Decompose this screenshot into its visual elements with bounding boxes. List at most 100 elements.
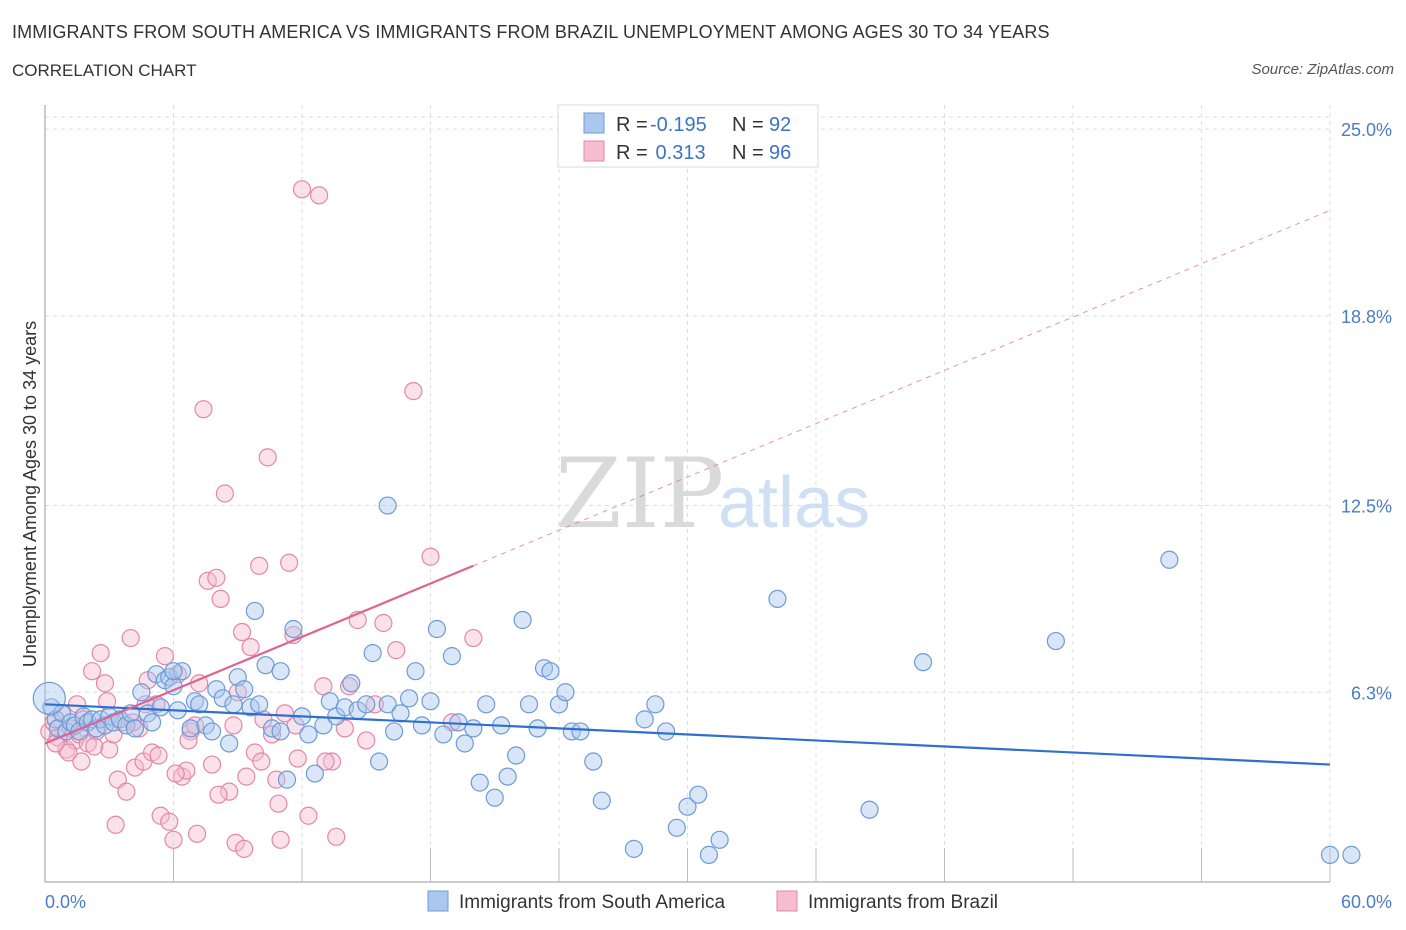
south-america-point-cluster bbox=[32, 681, 66, 715]
south-america-point bbox=[624, 839, 644, 858]
watermark-zip: ZIP bbox=[555, 438, 724, 550]
south-america-point bbox=[913, 653, 933, 672]
south-america-point bbox=[224, 695, 243, 714]
brazil-point bbox=[421, 547, 440, 566]
south-america-point bbox=[699, 845, 719, 864]
south-america-point bbox=[689, 785, 708, 804]
brazil-point bbox=[404, 382, 423, 401]
bottom-legend-label-brazil: Immigrants from Brazil bbox=[808, 892, 998, 913]
brazil-point bbox=[160, 812, 179, 831]
series-legend: Immigrants from South America Immigrants… bbox=[427, 890, 998, 913]
south-america-point bbox=[299, 725, 318, 744]
brazil-point bbox=[357, 731, 376, 750]
legend-n-label-2: N = bbox=[732, 142, 764, 164]
south-america-point bbox=[646, 695, 665, 714]
south-america-point bbox=[151, 698, 170, 717]
y-tick-label: 6.3% bbox=[1351, 683, 1392, 703]
brazil-point bbox=[316, 752, 335, 771]
south-america-point bbox=[164, 662, 183, 681]
south-america-point bbox=[271, 662, 290, 681]
south-america-point bbox=[220, 734, 239, 753]
legend-n-value-2: 96 bbox=[769, 142, 791, 164]
south-america-point bbox=[477, 695, 496, 714]
brazil-point bbox=[207, 568, 226, 587]
brazil-point bbox=[155, 647, 175, 666]
south-america-point bbox=[541, 662, 560, 681]
south-america-point bbox=[245, 601, 264, 621]
brazil-point bbox=[98, 692, 117, 711]
brazil-point bbox=[250, 556, 269, 575]
south-america-point bbox=[427, 619, 447, 639]
x-tick-label-min: 0.0% bbox=[45, 892, 86, 912]
brazil-trend-line bbox=[44, 564, 474, 745]
brazil-point bbox=[117, 782, 136, 801]
south-america-point bbox=[271, 722, 290, 741]
south-america-point bbox=[455, 734, 474, 753]
south-america-point bbox=[213, 689, 232, 708]
brazil-point bbox=[224, 716, 243, 735]
source-label: Source: ZipAtlas.com bbox=[1251, 61, 1394, 78]
south-america-point bbox=[42, 698, 61, 717]
south-america-point bbox=[378, 496, 397, 515]
x-ticks bbox=[173, 848, 1331, 882]
south-america-point bbox=[584, 752, 603, 771]
south-america-point bbox=[1046, 631, 1065, 651]
series-south-america-points bbox=[32, 496, 1361, 864]
brazil-point bbox=[280, 553, 299, 572]
chart-title: IMMIGRANTS FROM SOUTH AMERICA VS IMMIGRA… bbox=[12, 22, 1050, 42]
south-america-point bbox=[860, 800, 879, 819]
brazil-point bbox=[299, 806, 318, 825]
brazil-point bbox=[322, 752, 342, 771]
south-america-point bbox=[235, 680, 254, 699]
brazil-point bbox=[95, 674, 115, 693]
legend-r-value-1: -0.195 bbox=[650, 114, 707, 136]
south-america-point bbox=[363, 644, 382, 663]
south-america-point bbox=[442, 647, 462, 666]
brazil-point bbox=[387, 641, 406, 660]
y-tick-labels: 6.3% 12.5% 18.8% 25.0% bbox=[1341, 120, 1392, 703]
legend-n-value-1: 92 bbox=[769, 114, 791, 136]
south-america-point bbox=[485, 788, 504, 807]
brazil-point bbox=[292, 180, 312, 199]
south-america-point bbox=[412, 716, 432, 735]
brazil-point bbox=[241, 637, 260, 657]
south-america-point bbox=[305, 764, 324, 783]
south-america-point bbox=[370, 752, 389, 771]
south-america-point bbox=[667, 818, 686, 837]
watermark: ZIP atlas bbox=[555, 438, 870, 550]
south-america-point bbox=[507, 746, 526, 765]
legend-r-value-2: 0.313 bbox=[650, 142, 706, 164]
chart-subtitle: CORRELATION CHART bbox=[12, 61, 197, 80]
brazil-point bbox=[245, 743, 264, 762]
brazil-point bbox=[288, 749, 307, 768]
legend-swatch-blue bbox=[583, 112, 605, 134]
y-tick-label: 12.5% bbox=[1341, 497, 1392, 517]
brazil-point bbox=[215, 484, 234, 503]
brazil-point bbox=[194, 400, 213, 419]
bottom-legend-label-south-america: Immigrants from South America bbox=[459, 892, 726, 913]
south-america-point bbox=[406, 662, 425, 681]
bottom-legend-swatch-pink bbox=[776, 890, 798, 912]
south-america-point bbox=[513, 610, 532, 630]
brazil-point bbox=[149, 746, 168, 765]
south-america-point bbox=[190, 695, 209, 714]
brazil-point bbox=[211, 589, 230, 609]
south-america-point bbox=[132, 683, 151, 702]
south-america-point bbox=[384, 722, 404, 741]
south-america-point bbox=[592, 791, 611, 810]
brazil-point bbox=[269, 794, 288, 813]
south-america-point bbox=[202, 722, 222, 741]
brazil-point bbox=[202, 755, 222, 774]
brazil-point bbox=[310, 186, 329, 205]
south-america-trend-line bbox=[44, 703, 1331, 766]
brazil-point bbox=[327, 827, 346, 846]
brazil-point bbox=[59, 743, 78, 762]
brazil-point bbox=[232, 622, 252, 642]
brazil-point bbox=[177, 761, 196, 780]
y-axis-label: Unemployment Among Ages 30 to 34 years bbox=[20, 321, 40, 667]
brazil-point bbox=[258, 448, 277, 467]
south-america-point bbox=[1320, 845, 1340, 864]
legend-r-label-2: R = bbox=[616, 142, 648, 164]
south-america-point bbox=[250, 695, 269, 714]
brazil-point bbox=[83, 662, 102, 681]
